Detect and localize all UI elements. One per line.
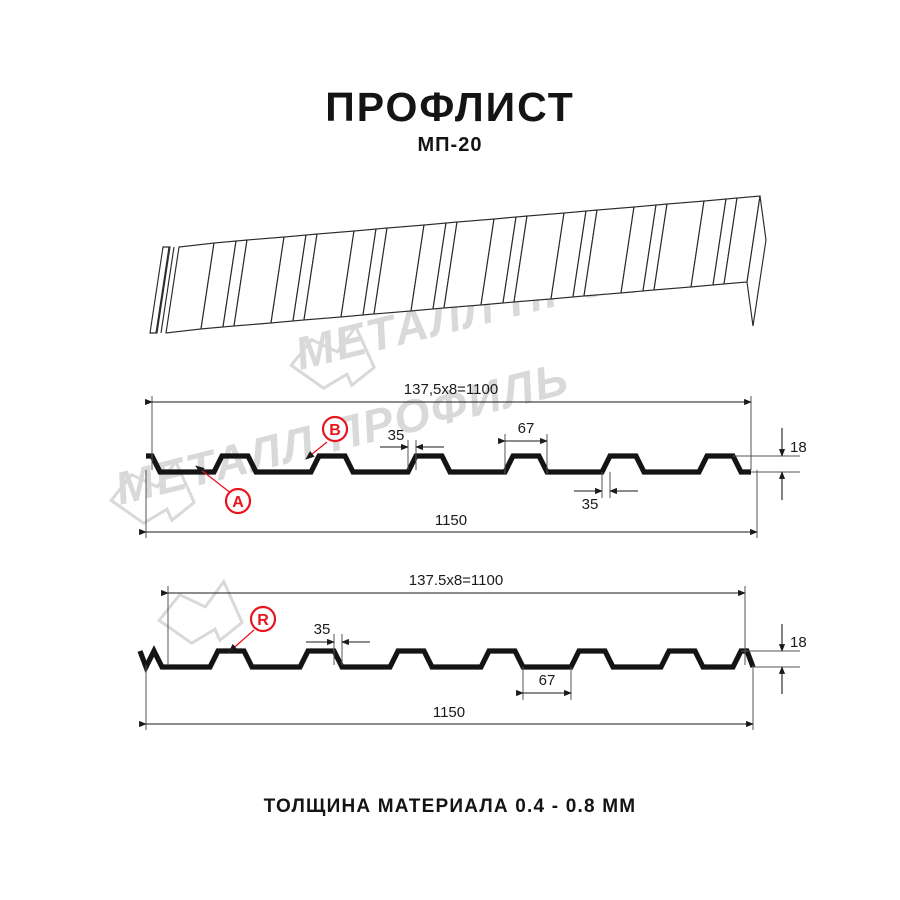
dimension-valley-width-top: 67 bbox=[518, 420, 535, 437]
dimension-rib-width-bottom: 35 bbox=[314, 621, 331, 638]
cross-section-top: 137,5x8=1100 1150 35 67 35 bbox=[139, 381, 807, 538]
profile-outline-top bbox=[146, 453, 751, 475]
dimension-rib-width-top: 35 bbox=[388, 427, 405, 444]
dimension-overall-bottom-2: 1150 bbox=[433, 704, 465, 721]
callout-leader-a bbox=[195, 465, 233, 495]
dimension-valley-width-bottom: 67 bbox=[539, 672, 556, 689]
dimension-overall-top: 137,5x8=1100 bbox=[404, 381, 498, 398]
profile-outline-bottom bbox=[137, 645, 756, 674]
callout-leader-r bbox=[228, 629, 255, 653]
callout-label-b: B bbox=[329, 422, 341, 439]
callout-label-a: A bbox=[232, 494, 244, 511]
callout-leader-b bbox=[305, 441, 328, 460]
dimension-overall-bottom: 1150 bbox=[435, 512, 467, 529]
metall-profil-logo bbox=[157, 578, 244, 645]
callout-marker-a bbox=[224, 487, 252, 515]
model-label: МП-20 bbox=[417, 134, 483, 156]
metall-profil-logo bbox=[109, 458, 196, 525]
material-thickness-note: ТОЛЩИНА МАТЕРИАЛА 0.4 - 0.8 ММ bbox=[263, 796, 637, 817]
page-title: ПРОФЛИСТ bbox=[325, 84, 575, 130]
cross-section-bottom: 137.5x8=1100 1150 35 67 18 bbox=[137, 572, 807, 730]
dimension-rib-width-2-top: 35 bbox=[582, 496, 599, 513]
dimension-height-bottom: 18 bbox=[790, 634, 807, 651]
callout-marker-r bbox=[249, 605, 277, 633]
callout-label-r: R bbox=[257, 612, 269, 629]
dimension-overall-top-2: 137.5x8=1100 bbox=[409, 572, 503, 589]
callout-marker-b bbox=[321, 415, 349, 443]
dimension-height-top: 18 bbox=[790, 439, 807, 456]
metall-profil-logo bbox=[289, 323, 376, 390]
